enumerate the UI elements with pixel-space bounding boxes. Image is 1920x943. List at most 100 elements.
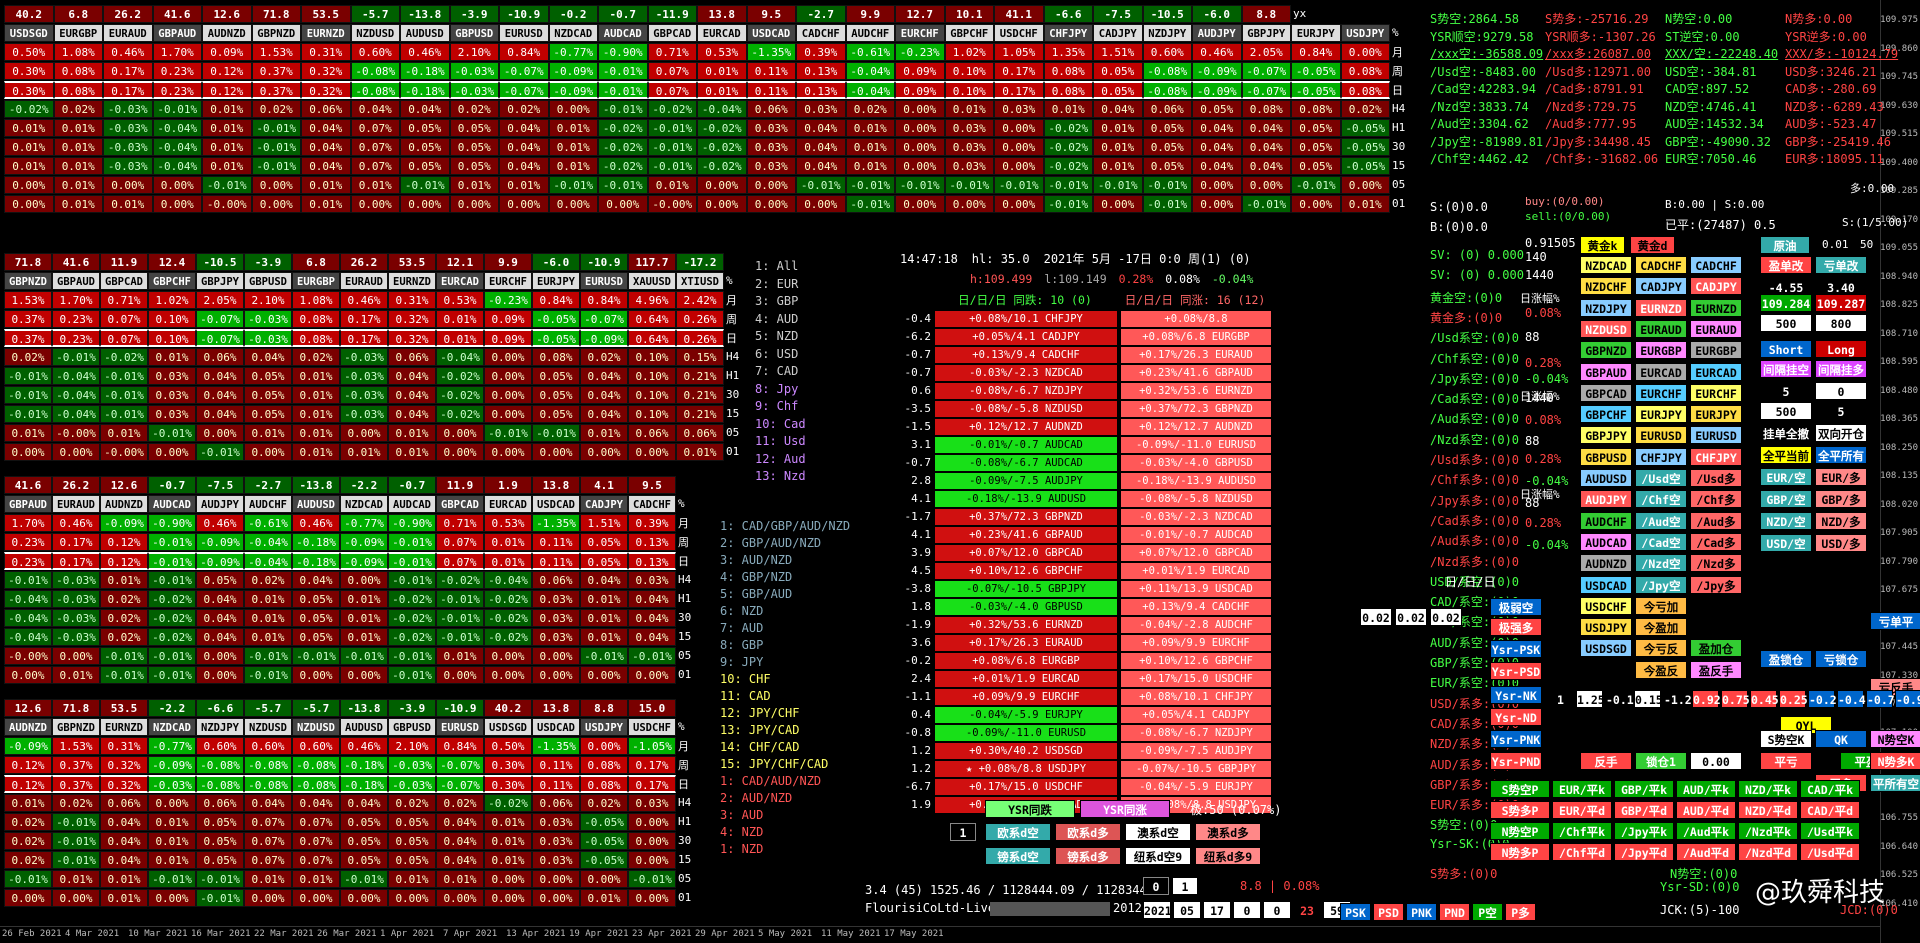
change-cell[interactable]: 0.00% [532,888,580,907]
change-cell[interactable]: 0.04% [1192,156,1242,175]
pair-button[interactable]: GBPJPY [1580,426,1632,445]
change-cell[interactable]: 0.01% [148,812,196,831]
change-cell[interactable]: 0.04% [436,850,484,869]
pair-button[interactable]: EURAUD [1690,319,1742,338]
pair-button[interactable]: 今盈反 [1635,660,1687,679]
change-cell[interactable]: 0.08% [580,755,628,774]
change-cell[interactable]: 0.00% [746,194,796,213]
change-cell[interactable]: 0.11% [532,774,580,793]
change-cell[interactable]: 0.01% [548,118,598,137]
pair-header[interactable]: XAUUSD [628,271,676,290]
change-cell[interactable]: 0.07% [647,80,697,99]
pair-button[interactable]: 今盈加 [1635,618,1687,637]
control-button[interactable]: 109.287 [1815,294,1867,312]
control-button[interactable]: 亏单平 [1870,612,1920,630]
change-cell[interactable]: 0.12% [202,61,252,80]
change-cell[interactable]: 0.01% [340,589,388,608]
group-item[interactable]: 13: JPY/CAD [720,723,800,737]
close-button[interactable]: N势多P [1490,843,1550,861]
change-cell[interactable]: -0.01% [251,156,301,175]
change-cell[interactable]: 0.11% [532,755,580,774]
change-cell[interactable]: 0.09% [895,80,945,99]
pair-header[interactable]: EURNZD [100,717,148,736]
change-cell[interactable]: 0.04% [1241,137,1291,156]
change-cell[interactable]: 0.01% [292,442,340,461]
change-cell[interactable]: -0.18% [292,532,340,551]
change-cell[interactable]: 0.05% [1093,61,1143,80]
change-cell[interactable]: 0.01% [244,423,292,442]
change-cell[interactable]: 0.00% [449,194,499,213]
change-cell[interactable]: 0.00% [244,442,292,461]
change-cell[interactable]: 0.06% [100,793,148,812]
change-cell[interactable]: 0.01% [484,812,532,831]
up-pair[interactable]: -0.03%/-4.0 GBPUSD [1121,454,1271,471]
change-cell[interactable]: -0.08% [350,61,400,80]
change-cell[interactable]: 0.01% [148,850,196,869]
change-cell[interactable]: -0.02% [647,99,697,118]
change-cell[interactable]: 0.00% [52,442,100,461]
change-cell[interactable]: 0.37% [52,755,100,774]
close-button[interactable]: NZD/平d [1738,801,1798,819]
pair-header[interactable]: NZDCAD [548,23,598,42]
change-cell[interactable]: 0.04% [1241,156,1291,175]
change-cell[interactable]: 0.05% [580,551,628,570]
change-cell[interactable]: -0.03% [244,309,292,328]
change-cell[interactable]: 0.23% [4,551,52,570]
change-cell[interactable]: 0.46% [52,513,100,532]
change-cell[interactable]: 0.26% [676,309,724,328]
change-cell[interactable]: 0.01% [499,175,549,194]
change-cell[interactable]: 0.00% [580,442,628,461]
pair-header[interactable]: GBPCHF [148,271,196,290]
pair-header[interactable]: AUDUSD [400,23,450,42]
down-pair[interactable]: +0.07%/12.0 GBPCAD [935,544,1117,561]
change-cell[interactable]: 0.03% [944,156,994,175]
change-cell[interactable]: -0.01% [4,404,52,423]
close-button[interactable]: AUD/平d [1676,801,1736,819]
change-cell[interactable]: -0.02% [388,589,436,608]
change-cell[interactable]: 0.02% [580,347,628,366]
pair-button[interactable]: 今亏加 [1635,596,1687,615]
change-cell[interactable]: 0.04% [436,831,484,850]
timeframe-label[interactable]: 05 [726,426,740,439]
change-cell[interactable]: 0.64% [628,309,676,328]
change-cell[interactable]: 0.53% [484,513,532,532]
change-cell[interactable]: -0.09% [148,755,196,774]
change-cell[interactable]: -0.01% [52,831,100,850]
pair-header[interactable]: CHFJPY [1043,23,1093,42]
change-cell[interactable]: -0.77% [548,42,598,61]
change-cell[interactable]: 0.01% [100,888,148,907]
timeframe-label[interactable]: 01 [1392,197,1406,210]
change-cell[interactable]: 0.08% [1043,61,1093,80]
misc-button[interactable]: 0.00 [1690,752,1742,770]
change-cell[interactable]: 1.05% [994,42,1044,61]
change-cell[interactable]: -0.04% [52,366,100,385]
change-cell[interactable]: 0.10% [944,80,994,99]
change-cell[interactable]: -0.03% [340,385,388,404]
filter-item[interactable]: 10: Cad [755,416,806,431]
change-cell[interactable]: 0.01% [580,608,628,627]
pair-button[interactable]: NZDJPY [1580,298,1632,317]
change-cell[interactable]: -1.35% [746,42,796,61]
pair-header[interactable]: GBPJPY [196,271,244,290]
change-cell[interactable]: 0.00% [796,194,846,213]
change-cell[interactable]: -0.05% [1291,80,1341,99]
pair-header[interactable]: AUDCAD [388,494,436,513]
change-cell[interactable]: -0.18% [400,80,450,99]
change-cell[interactable]: -0.08% [292,755,340,774]
change-cell[interactable]: 0.04% [388,366,436,385]
change-cell[interactable]: 0.06% [746,99,796,118]
group-item[interactable]: 3: AUD/NZD [720,553,793,567]
pair-button[interactable]: EURJPY [1635,405,1687,424]
change-cell[interactable]: 0.60% [196,736,244,755]
change-cell[interactable]: 0.00% [196,646,244,665]
control-button[interactable]: 盈锁仓 [1760,650,1812,668]
change-cell[interactable]: 0.02% [436,793,484,812]
change-cell[interactable]: 0.00% [436,888,484,907]
ysr-button[interactable]: Ysr-PSK [1490,640,1542,658]
ysr-button[interactable]: Ysr-PND [1490,752,1542,770]
change-cell[interactable]: 1.51% [1093,42,1143,61]
misc-button[interactable]: S势空K [1760,730,1812,748]
change-cell[interactable]: 1.02% [944,42,994,61]
up-pair[interactable]: +0.37%/72.3 GBPNZD [1121,400,1271,417]
change-cell[interactable]: 0.08% [53,80,103,99]
